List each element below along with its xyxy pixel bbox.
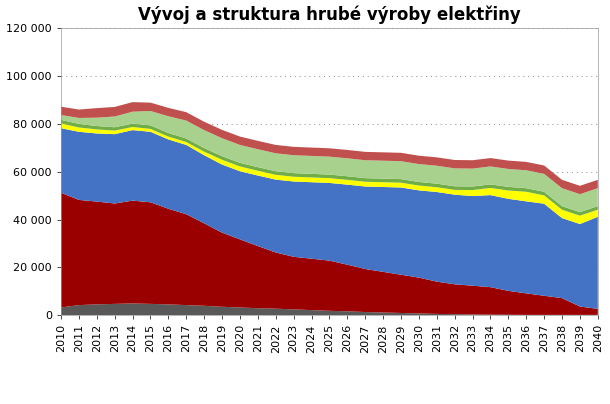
Title: Vývoj a struktura hrubé výroby elektřiny: Vývoj a struktura hrubé výroby elektřiny xyxy=(138,5,521,24)
Y-axis label: GWh: GWh xyxy=(0,157,4,187)
